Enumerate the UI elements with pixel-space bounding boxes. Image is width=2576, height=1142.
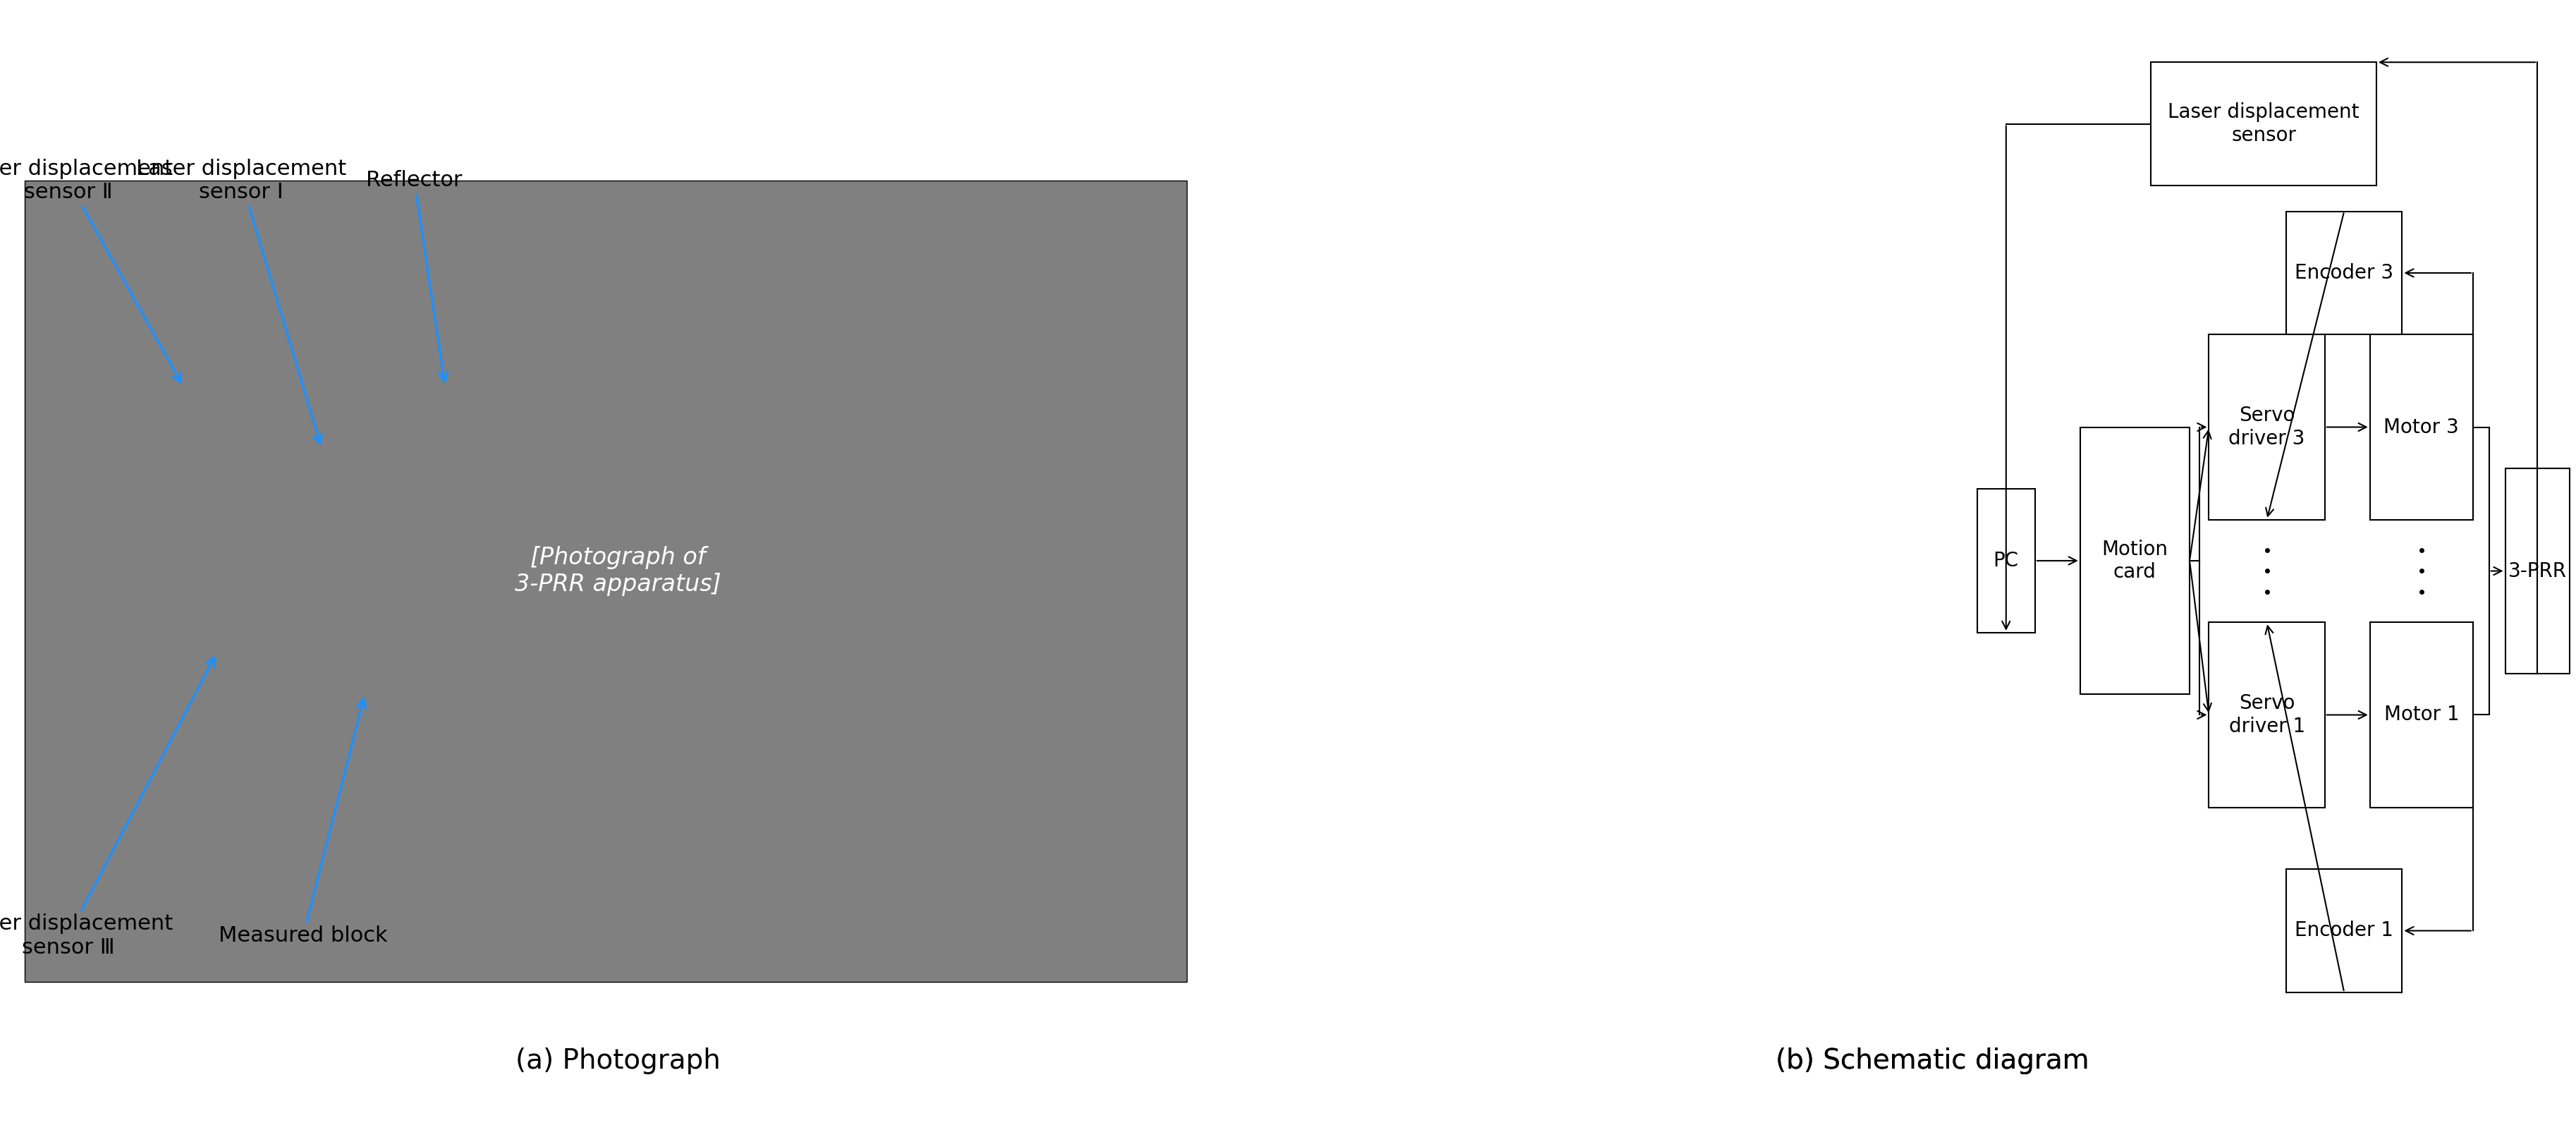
Text: Measured block: Measured block: [219, 699, 386, 946]
Text: Laser displacement
sensor: Laser displacement sensor: [2169, 103, 2360, 145]
FancyBboxPatch shape: [26, 180, 1188, 982]
FancyBboxPatch shape: [2079, 427, 2190, 694]
Text: Servo
driver 1: Servo driver 1: [2228, 693, 2306, 737]
FancyBboxPatch shape: [2210, 622, 2324, 807]
Text: (b) Schematic diagram: (b) Schematic diagram: [1775, 1048, 2089, 1075]
Text: Laser displacement
sensor Ⅰ: Laser displacement sensor Ⅰ: [137, 159, 345, 443]
Text: 3-PRR: 3-PRR: [2509, 561, 2566, 581]
Text: Laser displacement
sensor Ⅱ: Laser displacement sensor Ⅱ: [0, 159, 180, 381]
Text: Encoder 1: Encoder 1: [2295, 920, 2393, 941]
FancyBboxPatch shape: [2370, 622, 2473, 807]
Text: Laser displacement
sensor Ⅲ: Laser displacement sensor Ⅲ: [0, 658, 214, 958]
Text: PC: PC: [1994, 550, 2020, 571]
FancyBboxPatch shape: [2504, 468, 2571, 674]
Text: Motion
card: Motion card: [2102, 539, 2169, 582]
FancyBboxPatch shape: [2370, 335, 2473, 520]
Text: Encoder 3: Encoder 3: [2295, 263, 2393, 283]
Text: Motor 3: Motor 3: [2383, 417, 2460, 437]
Text: (a) Photograph: (a) Photograph: [515, 1048, 721, 1075]
Text: Motor 1: Motor 1: [2383, 705, 2460, 725]
FancyBboxPatch shape: [1976, 489, 2035, 633]
Text: Reflector: Reflector: [366, 170, 461, 381]
Text: [Photograph of
3-PRR apparatus]: [Photograph of 3-PRR apparatus]: [515, 546, 721, 596]
FancyBboxPatch shape: [2210, 335, 2324, 520]
FancyBboxPatch shape: [2151, 62, 2375, 185]
Text: (b) Schematic diagram: (b) Schematic diagram: [1775, 1048, 2089, 1075]
FancyBboxPatch shape: [2287, 869, 2401, 992]
FancyBboxPatch shape: [2287, 211, 2401, 335]
Text: Servo
driver 3: Servo driver 3: [2228, 405, 2306, 449]
